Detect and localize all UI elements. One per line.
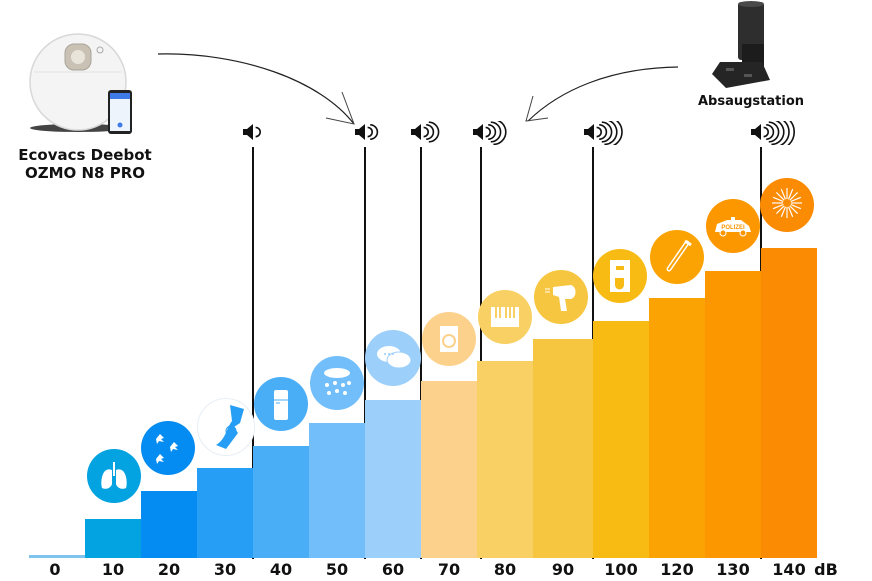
speaker-volume-3-icon: [411, 121, 449, 150]
speaker-volume-4-icon: [473, 118, 515, 150]
divider-line-80: [480, 147, 482, 559]
rain-icon: [310, 356, 364, 410]
bar-50db: [309, 423, 365, 558]
speaker-volume-6-icon: [751, 113, 801, 151]
x-tick-label: 40: [269, 560, 293, 579]
bar-140db: [761, 248, 817, 558]
x-tick-label: 10: [101, 560, 125, 579]
bar-130db: [705, 271, 761, 558]
x-tick-label: 0: [49, 560, 61, 579]
hair-dryer-icon: [534, 270, 588, 324]
fireworks-icon: [760, 178, 814, 232]
x-tick-label: 90: [551, 560, 575, 579]
bar-70db: [421, 381, 477, 558]
bar-10db: [85, 519, 141, 558]
speaker-volume-5-icon: [584, 116, 630, 150]
x-tick-label: 100: [604, 560, 638, 579]
washing-machine-icon: [422, 312, 476, 366]
piano-icon: [478, 290, 532, 344]
x-tick-label: 60: [381, 560, 405, 579]
lungs-breathing-icon: [87, 449, 141, 503]
bar-120db: [649, 298, 705, 558]
police-car-icon: POLIZEI: [706, 199, 760, 253]
bar-30db: [197, 468, 253, 558]
bar-0db: [29, 555, 85, 558]
x-tick-label: 140: [772, 560, 806, 579]
bar-100db: [593, 321, 649, 558]
svg-text:POLIZEI: POLIZEI: [721, 225, 745, 231]
conversation-icon: [365, 330, 421, 386]
robot-vacuum-image: [22, 24, 142, 136]
falling-leaves-icon: [141, 421, 195, 475]
bar-20db: [141, 491, 197, 558]
robot-caption-line1: Ecovacs Deebot: [18, 146, 152, 164]
coffee-machine-icon: [593, 249, 647, 303]
speaker-volume-1-icon: [243, 121, 273, 150]
annotation-arrows: [157, 53, 679, 125]
x-tick-label: 80: [493, 560, 517, 579]
x-tick-label: 20: [157, 560, 181, 579]
bar-80db: [477, 361, 533, 558]
bar-40db: [253, 446, 309, 558]
speaker-volume-2-icon: [355, 121, 389, 150]
refrigerator-icon: [254, 377, 308, 431]
robot-caption-line2: OZMO N8 PRO: [24, 164, 146, 182]
bar-60db: [365, 400, 421, 558]
axis-unit-label: dB: [814, 560, 838, 579]
x-tick-label: 50: [325, 560, 349, 579]
station-caption: Absaugstation: [697, 94, 805, 109]
trombone-icon: [650, 230, 704, 284]
x-tick-label: 130: [716, 560, 750, 579]
whisper-icon: [197, 398, 255, 456]
divider-line-70: [420, 147, 422, 559]
x-tick-label: 120: [660, 560, 694, 579]
x-tick-label: 30: [213, 560, 237, 579]
x-tick-label: 70: [437, 560, 461, 579]
robot-caption: Ecovacs Deebot OZMO N8 PRO: [10, 146, 160, 182]
divider-line-40: [252, 147, 254, 559]
bar-90db: [533, 339, 593, 558]
dust-station-image: [706, 0, 776, 90]
